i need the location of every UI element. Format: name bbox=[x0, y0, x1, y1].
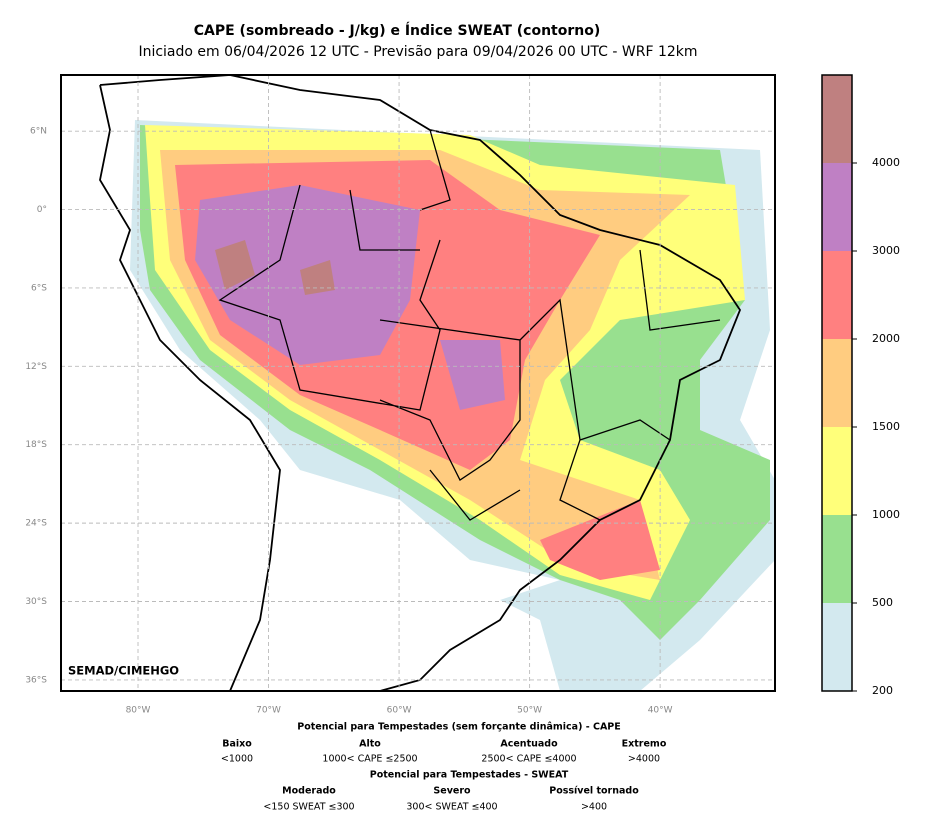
colorbar-segment bbox=[822, 339, 852, 427]
legend-range: <1000 bbox=[221, 754, 253, 765]
legend-range: 1000< CAPE ≤2500 bbox=[322, 754, 417, 765]
colorbar-tick-label: 200 bbox=[872, 684, 893, 697]
colorbar-frame bbox=[821, 74, 853, 692]
lon-tick-label: 80°W bbox=[126, 706, 151, 716]
legend-range: 300< SWEAT ≤400 bbox=[406, 802, 497, 813]
colorbar-segment bbox=[822, 251, 852, 339]
legend: Potencial para Tempestades (sem forçante… bbox=[221, 722, 667, 813]
title: CAPE (sombreado - J/kg) e Índice SWEAT (… bbox=[194, 22, 601, 39]
map-frame bbox=[60, 74, 776, 692]
coastline bbox=[99, 75, 742, 691]
colorbar-tick-label: 500 bbox=[872, 596, 893, 609]
lat-tick-label: 18°S bbox=[25, 440, 47, 450]
lat-tick-label: 30°S bbox=[25, 597, 47, 607]
colorbar-segment bbox=[822, 163, 852, 251]
legend-range: <150 SWEAT ≤300 bbox=[263, 802, 354, 813]
lat-tick-label: 0° bbox=[37, 205, 47, 215]
cape-shade bbox=[195, 185, 505, 410]
legend-level: Possível tornado bbox=[549, 786, 639, 797]
lon-tick-label: 50°W bbox=[517, 706, 542, 716]
colorbar-tick-label: 4000 bbox=[872, 156, 900, 169]
colorbar bbox=[821, 74, 857, 692]
legend-title: Potencial para Tempestades - SWEAT bbox=[370, 770, 569, 781]
lon-tick-label: 40°W bbox=[648, 706, 673, 716]
legend-level: Alto bbox=[359, 739, 381, 750]
colorbar-tick-label: 1500 bbox=[872, 420, 900, 433]
lon-tick-label: 60°W bbox=[387, 706, 412, 716]
legend-range: 2500< CAPE ≤4000 bbox=[481, 754, 576, 765]
colorbar-tick-label: 1000 bbox=[872, 508, 900, 521]
colorbar-segment bbox=[822, 603, 852, 691]
legend-level: Moderado bbox=[282, 786, 336, 797]
colorbar-segment bbox=[822, 515, 852, 603]
lat-tick-label: 36°S bbox=[25, 675, 47, 685]
legend-level: Extremo bbox=[622, 739, 667, 750]
lat-tick-label: 24°S bbox=[25, 519, 47, 529]
map-field bbox=[61, 75, 775, 691]
subtitle: Iniciado em 06/04/2026 12 UTC - Previsão… bbox=[138, 44, 697, 60]
legend-level: Severo bbox=[433, 786, 471, 797]
lat-tick-label: 6°S bbox=[31, 283, 47, 293]
colorbar-segment bbox=[822, 427, 852, 515]
colorbar-tick-label: 2000 bbox=[872, 332, 900, 345]
lat-tick-label: 6°N bbox=[30, 127, 47, 137]
legend-title: Potencial para Tempestades (sem forçante… bbox=[297, 722, 621, 733]
cape-shade bbox=[215, 240, 335, 295]
legend-level: Baixo bbox=[222, 739, 252, 750]
lon-tick-label: 70°W bbox=[256, 706, 281, 716]
colorbar-tick-label: 3000 bbox=[872, 244, 900, 257]
legend-range: >400 bbox=[581, 802, 607, 813]
legend-range: >4000 bbox=[628, 754, 660, 765]
credit: SEMAD/CIMEHGO bbox=[68, 664, 179, 678]
lat-tick-label: 12°S bbox=[25, 362, 47, 372]
colorbar-segment bbox=[822, 75, 852, 163]
borders bbox=[218, 129, 721, 521]
legend-level: Acentuado bbox=[500, 739, 558, 750]
